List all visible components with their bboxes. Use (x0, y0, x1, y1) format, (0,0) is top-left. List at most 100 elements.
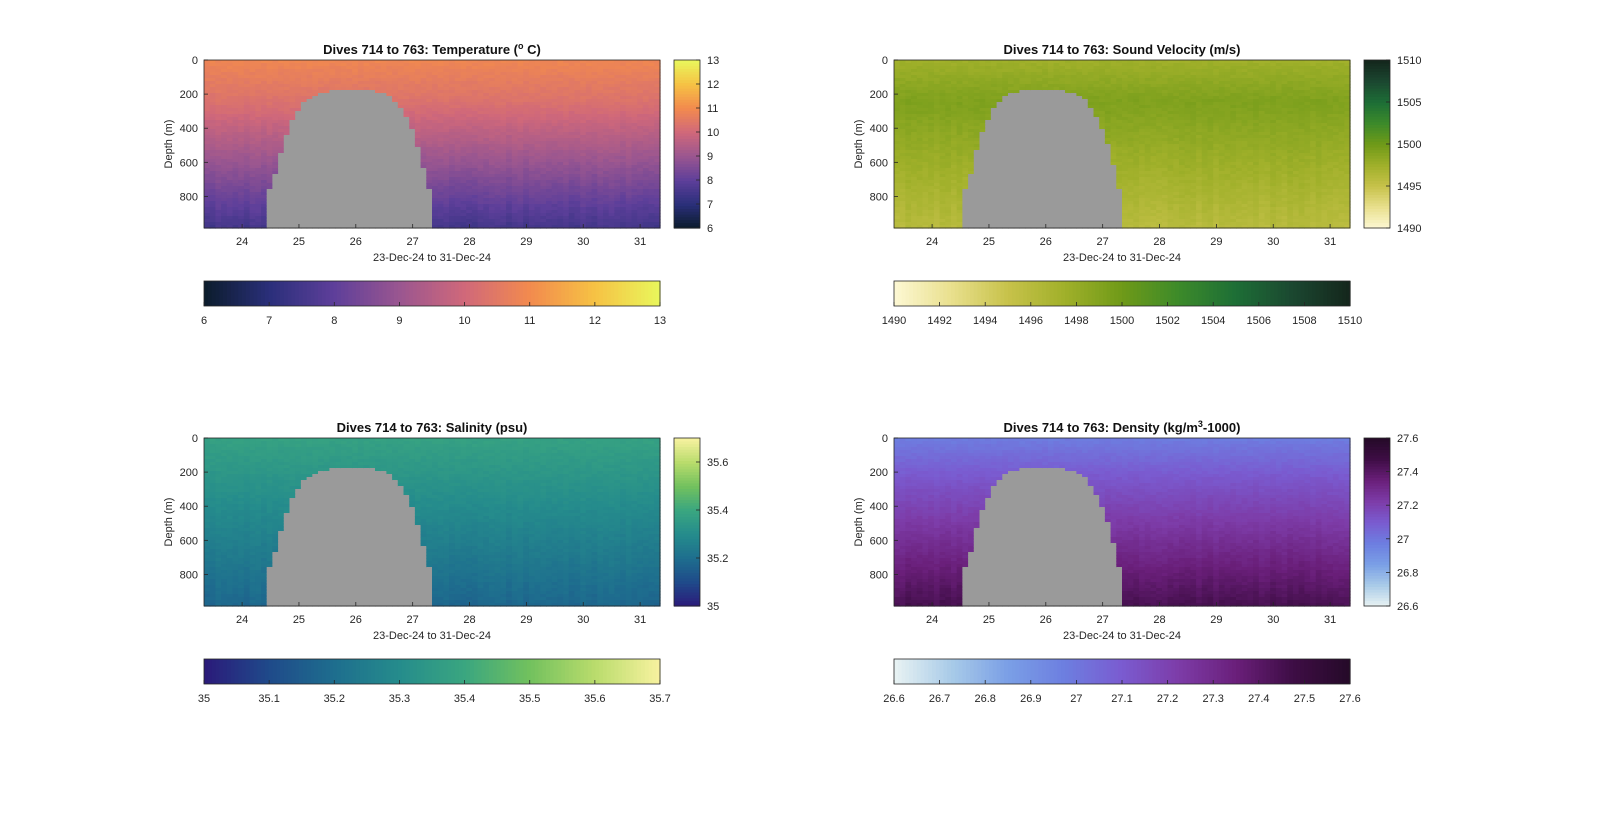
hbar-tick-label: 1496 (1019, 315, 1043, 327)
y-tick-label: 800 (180, 569, 198, 581)
hbar-tick-label: 27 (1070, 693, 1082, 705)
x-tick-label: 27 (407, 236, 419, 248)
hbar-tick-label: 35.5 (519, 693, 540, 705)
x-tick-label: 27 (1097, 614, 1109, 626)
x-axis-label: 23-Dec-24 to 31-Dec-24 (1063, 252, 1181, 264)
y-tick-label: 800 (180, 191, 198, 203)
colorbar-tick-label: 10 (707, 127, 719, 139)
colorbar-tick-label: 27.4 (1397, 467, 1418, 479)
plot-frame (203, 59, 661, 229)
hbar-tick-label: 1510 (1338, 315, 1362, 327)
heatmap-field (204, 60, 661, 229)
x-tick-label: 28 (463, 236, 475, 248)
colorbar-tick-label: 26.8 (1397, 567, 1418, 579)
colorbar-tick-label: 35.4 (707, 505, 728, 517)
y-axis-label: Depth (m) (163, 498, 175, 547)
x-tick-label: 25 (293, 236, 305, 248)
horizontal-colorbar (203, 280, 661, 307)
density-chart: Dives 714 to 763: Density (kg/m3-1000) 24… (853, 419, 1418, 705)
x-tick-label: 30 (1267, 236, 1279, 248)
x-tick-label: 29 (520, 236, 532, 248)
hbar-tick-label: 35.7 (649, 693, 670, 705)
y-tick-label: 200 (180, 89, 198, 101)
colorbar-tick-label: 7 (707, 199, 713, 211)
hbar-tick-label: 35.2 (324, 693, 345, 705)
sound-velocity-panel: Dives 714 to 763: Sound Velocity (m/s) 24… (690, 0, 1490, 400)
x-axis-label: 23-Dec-24 to 31-Dec-24 (1063, 630, 1181, 642)
hbar-tick-label: 35 (198, 693, 210, 705)
vertical-colorbar (1363, 437, 1391, 607)
temperature-panel: Dives 714 to 763: Temperature (o C) 24 25 2… (0, 0, 800, 400)
horizontal-colorbar (203, 658, 661, 685)
y-tick-label: 0 (192, 55, 198, 67)
colorbar-tick-label: 35 (707, 601, 719, 613)
chart-title: Dives 714 to 763: Salinity (psu) (337, 420, 528, 435)
x-tick-label: 27 (407, 614, 419, 626)
colorbar-tick-label: 6 (707, 223, 713, 235)
heatmap-field (894, 60, 1351, 229)
x-tick-label: 26 (1040, 236, 1052, 248)
colorbar-tick-label: 1510 (1397, 55, 1421, 67)
hbar-tick-label: 1498 (1064, 315, 1088, 327)
x-tick-label: 28 (1153, 236, 1165, 248)
colorbar-tick-label: 26.6 (1397, 601, 1418, 613)
x-tick-label: 30 (577, 236, 589, 248)
hbar-tick-label: 26.7 (929, 693, 950, 705)
x-tick-label: 31 (634, 236, 646, 248)
x-axis-label: 23-Dec-24 to 31-Dec-24 (373, 252, 491, 264)
x-tick-label: 29 (1210, 236, 1222, 248)
x-tick-label: 24 (926, 236, 938, 248)
hbar-tick-label: 12 (589, 315, 601, 327)
hbar-tick-label: 1506 (1247, 315, 1271, 327)
x-tick-label: 30 (1267, 614, 1279, 626)
y-tick-label: 200 (180, 467, 198, 479)
hbar-tick-label: 35.1 (258, 693, 279, 705)
y-tick-label: 400 (180, 501, 198, 513)
hbar-tick-label: 13 (654, 315, 666, 327)
hbar-tick-label: 26.8 (974, 693, 995, 705)
y-tick-label: 600 (180, 157, 198, 169)
y-tick-label: 200 (870, 89, 888, 101)
heatmap-field (204, 438, 661, 607)
hbar-tick-label: 27.2 (1157, 693, 1178, 705)
colorbar-tick-label: 27 (1397, 534, 1409, 546)
x-tick-label: 26 (1040, 614, 1052, 626)
hbar-tick-label: 9 (396, 315, 402, 327)
x-tick-label: 25 (983, 236, 995, 248)
colorbar-tick-label: 1505 (1397, 97, 1421, 109)
colorbar-tick-label: 11 (707, 103, 718, 115)
hbar-tick-label: 27.1 (1111, 693, 1132, 705)
hbar-tick-label: 26.9 (1020, 693, 1041, 705)
colorbar-tick-label: 27.2 (1397, 500, 1418, 512)
hbar-tick-label: 7 (266, 315, 272, 327)
colorbar-tick-label: 12 (707, 79, 719, 91)
density-panel: Dives 714 to 763: Density (kg/m3-1000) 24… (690, 378, 1490, 778)
x-tick-label: 26 (350, 236, 362, 248)
hbar-tick-label: 1490 (882, 315, 906, 327)
y-tick-label: 800 (870, 569, 888, 581)
salinity-panel: Dives 714 to 763: Salinity (psu) 24 25 26 27… (0, 378, 800, 778)
colorbar-tick-label: 1490 (1397, 223, 1421, 235)
hbar-tick-label: 11 (524, 315, 535, 327)
hbar-tick-label: 35.3 (389, 693, 410, 705)
hbar-tick-label: 26.6 (883, 693, 904, 705)
x-tick-label: 27 (1097, 236, 1109, 248)
y-tick-label: 800 (870, 191, 888, 203)
colorbar-tick-label: 9 (707, 151, 713, 163)
colorbar-tick-label: 1500 (1397, 139, 1421, 151)
hbar-tick-label: 27.5 (1294, 693, 1315, 705)
y-axis-label: Depth (m) (853, 120, 865, 169)
x-axis-label: 23-Dec-24 to 31-Dec-24 (373, 630, 491, 642)
hbar-tick-label: 8 (331, 315, 337, 327)
y-tick-label: 200 (870, 467, 888, 479)
x-tick-label: 24 (236, 236, 248, 248)
hbar-tick-label: 1492 (927, 315, 951, 327)
chart-title: Dives 714 to 763: Sound Velocity (m/s) (1004, 42, 1241, 57)
y-tick-label: 400 (870, 123, 888, 135)
vertical-colorbar (673, 59, 701, 229)
hbar-tick-label: 6 (201, 315, 207, 327)
x-tick-label: 31 (1324, 614, 1336, 626)
y-tick-label: 400 (870, 501, 888, 513)
chart-title: Dives 714 to 763: Density (kg/m3-1000) (1004, 419, 1241, 435)
hbar-tick-label: 1502 (1155, 315, 1179, 327)
